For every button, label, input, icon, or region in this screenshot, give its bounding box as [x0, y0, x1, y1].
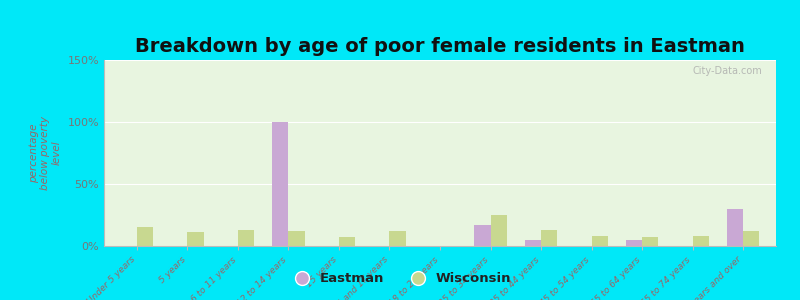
Bar [272, 122, 289, 246]
Bar [591, 236, 608, 246]
Bar [490, 215, 506, 246]
Bar [642, 237, 658, 246]
Bar [525, 240, 541, 246]
Y-axis label: percentage
below poverty
level: percentage below poverty level [29, 116, 62, 190]
Bar [238, 230, 254, 246]
Bar [727, 209, 743, 246]
Title: Breakdown by age of poor female residents in Eastman: Breakdown by age of poor female resident… [135, 37, 745, 56]
Bar [541, 230, 558, 246]
Bar [289, 231, 305, 246]
Bar [339, 237, 355, 246]
Bar [137, 227, 153, 246]
Bar [187, 232, 203, 246]
Text: City-Data.com: City-Data.com [693, 66, 762, 76]
Bar [626, 240, 642, 246]
Bar [693, 236, 709, 246]
Bar [743, 231, 759, 246]
Bar [474, 225, 490, 246]
Legend: Eastman, Wisconsin: Eastman, Wisconsin [283, 267, 517, 290]
Bar [390, 231, 406, 246]
